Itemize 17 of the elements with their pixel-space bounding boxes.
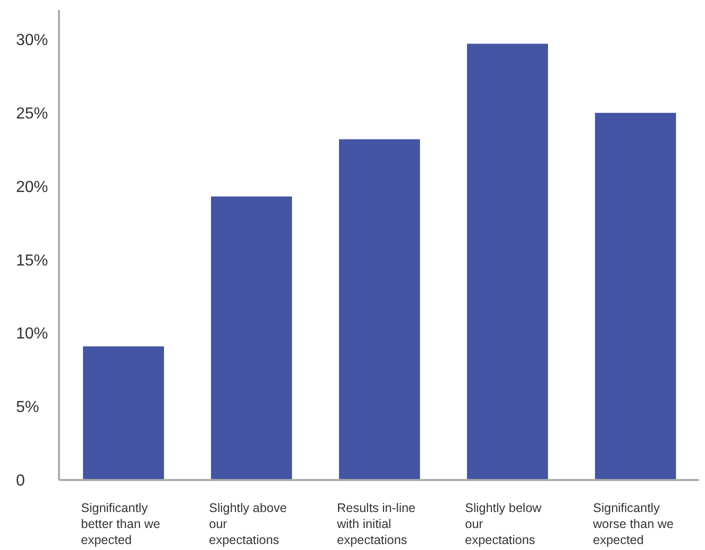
y-tick-label: 10% [16,326,48,343]
x-tick-label: Slightly above our expectations [209,501,287,547]
x-tick-label: Significantly better than we expected [81,501,160,547]
bar [595,112,676,480]
bar [83,346,164,480]
y-tick-label: 15% [16,252,48,270]
x-tick-label: Results in-line with initial expectations [336,501,416,547]
y-tick-label: 5% [16,399,40,416]
x-tick-label: Slightly below our expectations [465,501,542,547]
y-tick-label: 0 [16,472,25,490]
bar [339,139,420,480]
y-tick-label: 25% [16,105,48,122]
x-tick-label: Significantly worse than we expected [592,501,674,547]
bar [211,196,292,480]
y-tick-label: 20% [16,178,48,196]
bar [467,44,548,480]
y-tick-label: 30% [16,32,48,49]
